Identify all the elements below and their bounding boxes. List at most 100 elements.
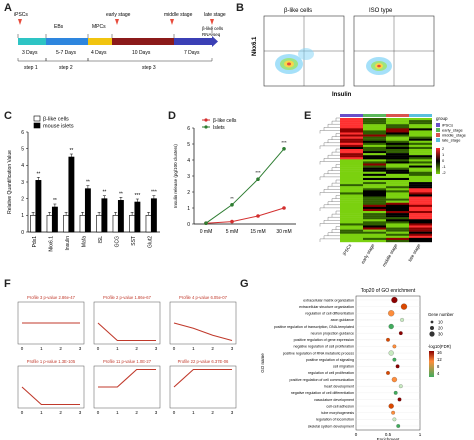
heatmap-cell (386, 155, 409, 158)
heatmap-cell (340, 173, 363, 177)
heatmap-cell (386, 194, 409, 197)
dendrogram-branch (319, 161, 340, 165)
heatmap-cell (340, 161, 363, 164)
enrichment-point (391, 410, 396, 415)
panel-label-d: D (168, 110, 176, 122)
heatmap-cell (386, 159, 409, 162)
dendrogram-branch (323, 173, 340, 177)
heatmap-cell (409, 118, 432, 121)
bar-arrow (212, 36, 218, 47)
heatmap-cell (409, 161, 432, 164)
heatmap-cell (386, 130, 409, 133)
heatmap-cell (340, 149, 363, 152)
heatmap-cell (363, 169, 386, 172)
profile-line (97, 322, 156, 342)
y-tick-label: 2 (187, 190, 190, 196)
heatmap-cell (409, 124, 432, 127)
dendrogram-branch (335, 117, 340, 122)
profile-x-tick: 0 (173, 346, 176, 351)
panel-label-f: F (4, 278, 11, 290)
heatmap-cell (409, 192, 432, 195)
category-label: Insulin (65, 236, 71, 251)
panel-label-e: E (304, 110, 312, 122)
heatmap-cell (409, 132, 432, 135)
heatmap-cell (340, 153, 363, 156)
dendrogram-branch (319, 145, 340, 149)
heatmap-cell (363, 186, 386, 189)
heatmap-cell (340, 120, 363, 123)
heatmap-cell (340, 219, 363, 222)
pin-marker (115, 19, 119, 25)
dendrogram-branch (323, 204, 340, 208)
enrichment-point (400, 317, 404, 322)
heatmap-cell (386, 157, 409, 160)
heatmap-cell (363, 124, 386, 127)
profile-grid-f: Profile 3 p-value 2.86e-47 0 1 2 3 Profile 2 … (17, 295, 237, 415)
duration-2: 5-7 Days (56, 50, 77, 56)
color-scale-label: -1 (442, 164, 446, 169)
dendrogram-branch (319, 223, 340, 227)
color-legend-label: 16 (437, 350, 442, 355)
seq-label-2: RNA-seq (202, 32, 221, 37)
heatmap-cell (409, 186, 432, 189)
panel-label-c: C (4, 110, 12, 122)
heatmap-cell (340, 206, 363, 210)
data-point (282, 206, 286, 210)
heatmap-cell (363, 200, 386, 203)
heatmap-cell (363, 221, 386, 224)
timeline-diagram: iPSCs EBs MPCs early stage middle stage … (14, 12, 226, 71)
heatmap-cell (409, 140, 432, 143)
dendrogram-branch (331, 213, 340, 218)
heatmap-cell (363, 138, 386, 141)
heatmap-cell (363, 146, 386, 150)
heatmap-cell (386, 200, 409, 203)
flow-density-beta (275, 48, 314, 74)
profile-title: Profile 11 p-value 1.0E-27 (103, 359, 152, 364)
heatmap-cell (409, 188, 432, 191)
heatmap-cell (386, 186, 409, 189)
heatmap-cell (363, 163, 386, 166)
bar-beta (63, 215, 70, 233)
enrichment-point (388, 310, 395, 317)
heatmap-cell (386, 217, 409, 220)
heatmap-cell (363, 225, 386, 228)
heatmap-cell (363, 126, 386, 129)
heatmap-cell (363, 153, 386, 156)
dendrogram-branch (327, 170, 340, 174)
heatmap-cell (363, 198, 386, 201)
heatmap-cell (386, 163, 409, 166)
significance-mark: ** (86, 180, 90, 186)
heatmap-column-label: iPSCs (342, 242, 353, 256)
y-tick-label: 3 (187, 174, 190, 180)
profile-x-tick: 1 (116, 410, 119, 415)
heatmap-cell (363, 202, 386, 205)
profile-frame (169, 301, 237, 345)
heatmap-cell (386, 175, 409, 179)
enrichment-point (393, 390, 398, 395)
go-term-label: positive regulation of gene expression (294, 338, 354, 342)
dendrogram-branch (331, 182, 340, 187)
size-legend-label: 10 (438, 320, 443, 325)
heatmap-cell (386, 237, 409, 241)
heatmap-cell (409, 175, 432, 179)
heatmap-cell (340, 144, 363, 148)
heatmap-cell (340, 233, 363, 236)
profile-x-tick: 0 (173, 410, 176, 415)
heatmap-cell (409, 122, 432, 125)
bar-islet (35, 180, 42, 233)
bar-islet (150, 198, 157, 233)
heatmap-cell (340, 186, 363, 189)
color-legend-bar (429, 351, 434, 377)
y-tick-label: 0 (187, 222, 190, 228)
heatmap-cell (409, 184, 432, 187)
heatmap-cell (340, 132, 363, 135)
legend-marker (204, 118, 208, 122)
stage-label-ebs: EBs (54, 24, 64, 30)
size-legend-dot (430, 320, 434, 324)
go-term-label: cell migration (333, 365, 354, 369)
category-label: SST (131, 236, 137, 246)
enrichment-point (388, 350, 394, 356)
heatmap-cell (386, 225, 409, 228)
go-enrichment-g: Top20 of GO enrichment extracellular matr… (260, 288, 454, 440)
heatmap-column-label: middle stage (381, 243, 398, 268)
